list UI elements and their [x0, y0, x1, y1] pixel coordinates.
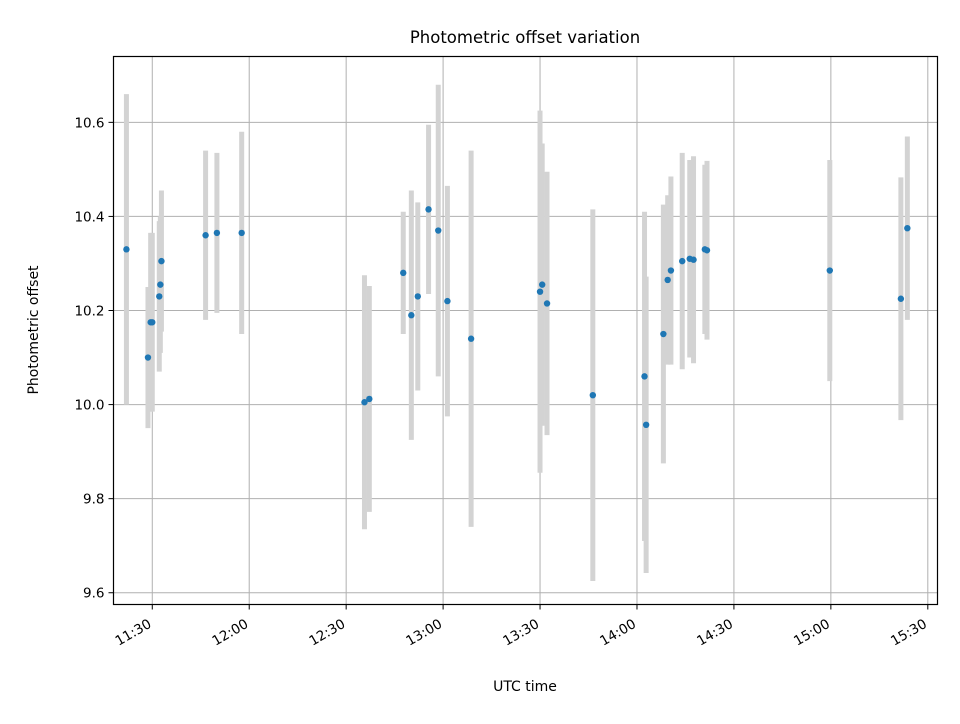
y-tick-label: 9.6 [83, 586, 104, 602]
data-point [157, 281, 164, 288]
data-point [826, 267, 833, 274]
y-axis-label: Photometric offset [26, 265, 42, 395]
data-point [641, 373, 648, 380]
data-point [904, 224, 911, 232]
data-points [123, 206, 911, 429]
plot-frame [112, 55, 939, 606]
data-point [703, 247, 711, 254]
data-point [400, 269, 407, 277]
data-point [679, 257, 686, 265]
data-point [543, 300, 551, 307]
y-tick-label: 10.6 [74, 115, 104, 131]
data-point [589, 391, 597, 399]
x-axis-label: UTC time [493, 679, 557, 695]
data-point [660, 330, 667, 338]
data-point [158, 257, 165, 265]
data-point [156, 293, 163, 300]
data-point [414, 293, 421, 300]
data-point [642, 421, 650, 429]
data-point [149, 319, 156, 326]
data-point [425, 206, 432, 213]
data-point [538, 281, 546, 288]
y-tick-label: 10.2 [74, 304, 104, 320]
data-point [435, 227, 442, 234]
data-point [664, 276, 671, 284]
data-point [238, 229, 245, 237]
y-tick-label: 10.0 [74, 398, 104, 414]
data-point [408, 312, 415, 319]
data-point [361, 399, 368, 406]
data-point [444, 297, 451, 305]
data-point [213, 229, 221, 237]
y-axis: 9.6 9.8 10.0 10.2 10.4 10.6 [74, 115, 114, 602]
data-point [897, 295, 905, 302]
data-point [536, 288, 544, 295]
data-point [202, 232, 209, 239]
data-point [690, 256, 697, 263]
chart-title: Photometric offset variation [410, 28, 640, 47]
y-tick-label: 10.4 [74, 209, 104, 225]
data-point [467, 335, 475, 342]
data-point [123, 246, 130, 253]
data-point [667, 267, 675, 274]
data-point [144, 354, 152, 361]
data-point [366, 395, 373, 403]
y-tick-label: 9.8 [83, 492, 104, 508]
